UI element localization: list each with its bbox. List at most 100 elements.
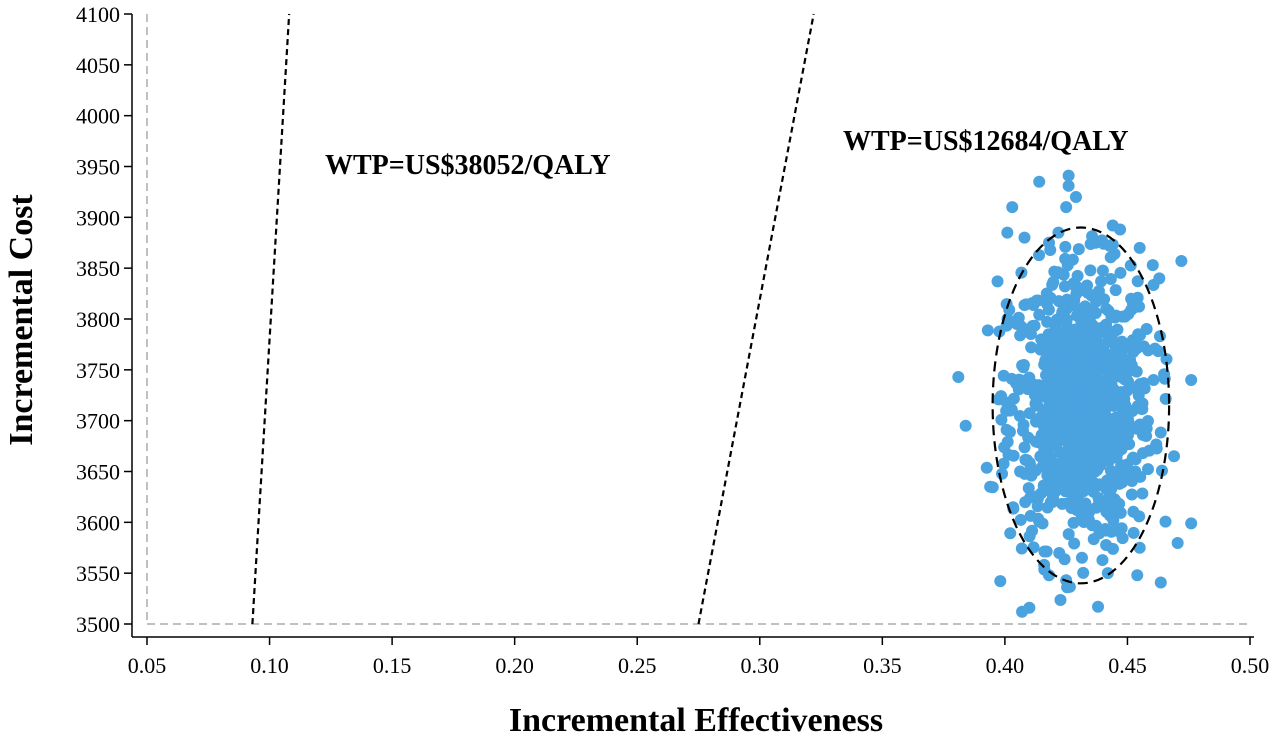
scatter-point <box>1022 482 1035 495</box>
axes <box>131 14 1254 638</box>
y-tick-label: 3500 <box>76 612 120 637</box>
scatter-point <box>1062 528 1075 541</box>
scatter-point <box>1127 451 1140 464</box>
scatter-point <box>1092 285 1105 298</box>
scatter-point <box>1023 407 1036 420</box>
scatter-point <box>1160 353 1173 366</box>
scatter-point <box>1061 293 1074 306</box>
scatter-point <box>1111 323 1124 336</box>
scatter-point <box>1064 373 1077 386</box>
x-tick-label: 0.40 <box>986 653 1025 678</box>
scatter-point <box>1104 384 1117 397</box>
scatter-points <box>952 169 1198 618</box>
scatter-point <box>1031 500 1044 513</box>
wtp-lines <box>251 13 815 625</box>
scatter-point <box>1185 517 1198 530</box>
scatter-point <box>1083 346 1096 359</box>
scatter-point <box>1153 272 1166 285</box>
scatter-point <box>1131 569 1144 582</box>
scatter-point <box>1106 542 1119 555</box>
scatter-point <box>981 324 994 337</box>
scatter-point <box>1050 481 1063 494</box>
scatter-point <box>1081 286 1094 299</box>
scatter-point <box>1081 463 1094 476</box>
scatter-point <box>1096 264 1109 277</box>
scatter-point <box>1067 277 1080 290</box>
scatter-point <box>1059 252 1072 265</box>
scatter-point <box>1004 527 1017 540</box>
scatter-point <box>1104 251 1117 264</box>
scatter-point <box>1090 295 1103 308</box>
y-tick-label: 3850 <box>76 256 120 281</box>
scatter-point <box>1171 537 1184 550</box>
scatter-point <box>1121 412 1134 425</box>
scatter-point <box>1000 423 1013 436</box>
scatter-point <box>1109 341 1122 354</box>
scatter-point <box>1051 342 1064 355</box>
scatter-point <box>1089 519 1102 532</box>
scatter-point <box>1040 545 1053 558</box>
scatter-point <box>1022 431 1035 444</box>
x-tick-label: 0.35 <box>863 653 902 678</box>
scatter-point <box>1091 402 1104 415</box>
scatter-point <box>1023 371 1036 384</box>
y-tick-label: 3600 <box>76 510 120 535</box>
wtp-line-2 <box>697 13 815 625</box>
scatter-point <box>1006 201 1019 214</box>
y-axis-title: Incremental Cost <box>3 194 40 446</box>
scatter-point <box>1084 264 1097 277</box>
scatter-point <box>1143 444 1156 457</box>
x-axis-title: Incremental Effectiveness <box>509 702 883 737</box>
confidence-ellipse <box>991 226 1171 585</box>
scatter-point <box>1113 525 1126 538</box>
scatter-point <box>1044 429 1057 442</box>
scatter-point <box>1140 430 1153 443</box>
scatter-point <box>1023 601 1036 614</box>
scatter-point <box>1017 418 1030 431</box>
scatter-point <box>1096 340 1109 353</box>
scatter-point <box>1030 294 1043 307</box>
scatter-point <box>1032 512 1045 525</box>
scatter-point <box>995 390 1008 403</box>
scatter-point <box>1136 487 1149 500</box>
scatter-point <box>1044 377 1057 390</box>
scatter-point <box>1078 307 1091 320</box>
scatter-point <box>998 441 1011 454</box>
scatter-point <box>1175 255 1188 268</box>
scatter-point <box>991 275 1004 288</box>
scatter-point <box>1086 319 1099 332</box>
scatter-point <box>996 467 1009 480</box>
scatter-point <box>1114 223 1127 236</box>
wtp-label-1: WTP=US$38052/QALY <box>325 150 611 181</box>
scatter-point <box>1050 313 1063 326</box>
scatter-point <box>952 370 965 383</box>
scatter-point <box>1072 243 1085 256</box>
x-tick-label: 0.50 <box>1231 653 1270 678</box>
x-tick-label: 0.15 <box>373 653 412 678</box>
scatter-point <box>1114 266 1127 279</box>
scatter-point <box>1054 594 1067 607</box>
confidence-ellipse-group <box>991 226 1171 585</box>
scatter-point <box>1094 376 1107 389</box>
x-tick-label: 0.45 <box>1108 653 1147 678</box>
scatter-point <box>1115 459 1128 472</box>
scatter-point <box>1142 463 1155 476</box>
scatter-point <box>1030 490 1043 503</box>
x-tick-label: 0.30 <box>741 653 780 678</box>
scatter-point <box>1104 273 1117 286</box>
scatter-point <box>1131 275 1144 288</box>
scatter-point <box>1069 323 1082 336</box>
scatter-point <box>1095 275 1108 288</box>
scatter-point <box>1073 368 1086 381</box>
scatter-point <box>1046 491 1059 504</box>
scatter-point <box>1060 454 1073 467</box>
scatter-point <box>1081 428 1094 441</box>
scatter-point <box>1124 353 1137 366</box>
y-tick-label: 3800 <box>76 307 120 332</box>
y-tick-label: 4100 <box>76 2 120 27</box>
scatter-point <box>984 480 997 493</box>
scatter-point <box>1088 477 1101 490</box>
scatter-point <box>1033 249 1046 262</box>
scatter-point <box>1041 315 1054 328</box>
scatter-point <box>1043 367 1056 380</box>
